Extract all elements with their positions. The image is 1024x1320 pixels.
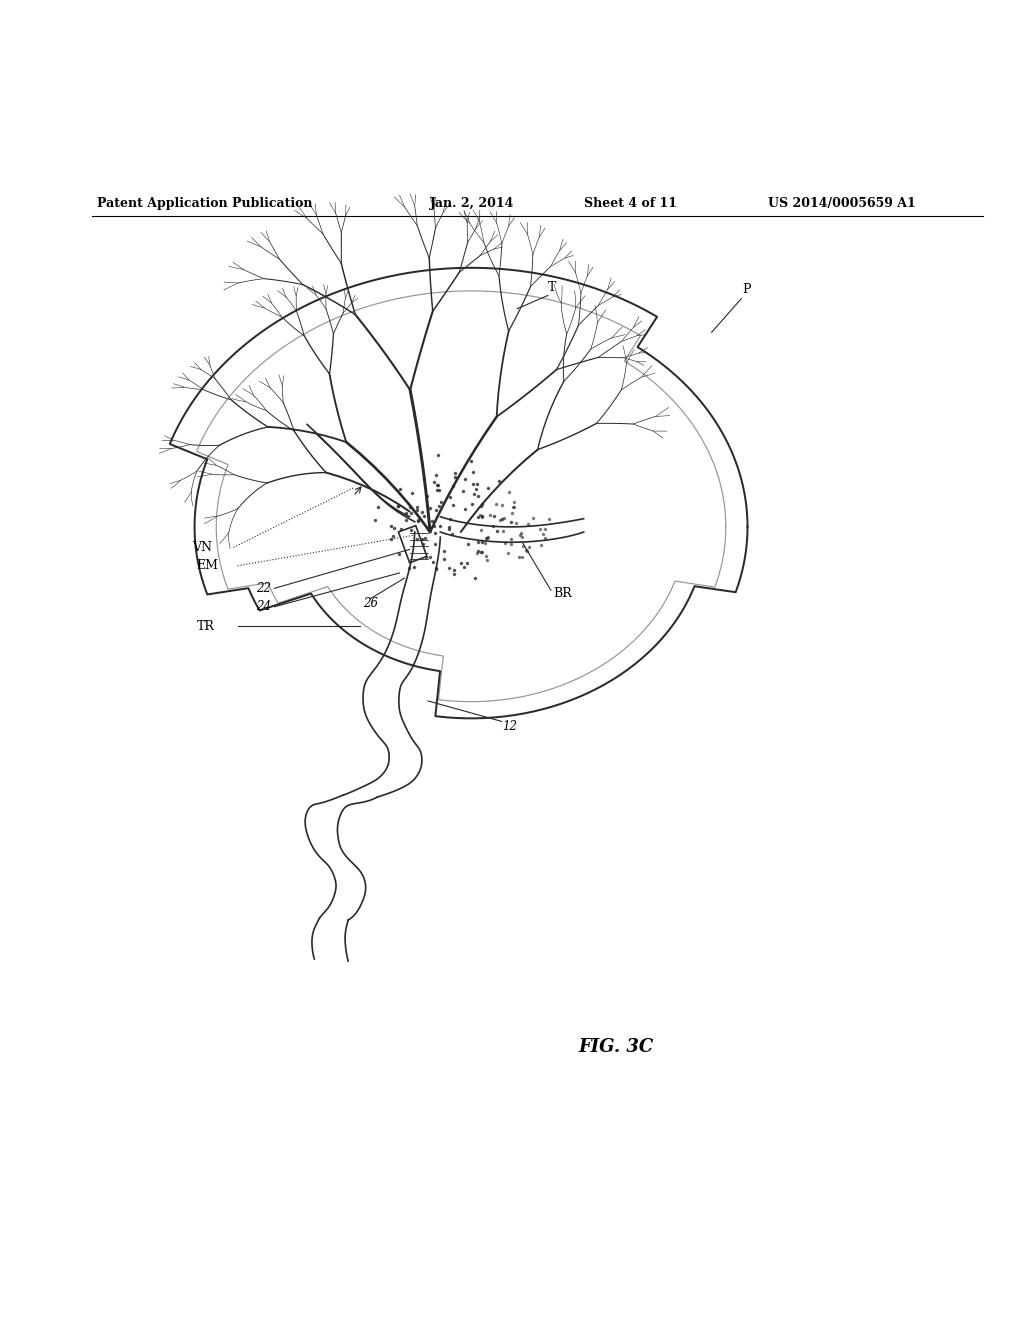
Text: TR: TR xyxy=(197,619,214,632)
Text: 22: 22 xyxy=(256,582,271,595)
Text: US 2014/0005659 A1: US 2014/0005659 A1 xyxy=(768,197,915,210)
Text: T: T xyxy=(548,281,556,294)
Text: 26: 26 xyxy=(364,597,379,610)
Text: FIG. 3C: FIG. 3C xyxy=(579,1038,653,1056)
Text: BR: BR xyxy=(553,587,571,599)
Text: Sheet 4 of 11: Sheet 4 of 11 xyxy=(584,197,677,210)
Text: Patent Application Publication: Patent Application Publication xyxy=(97,197,312,210)
Bar xyxy=(398,525,427,562)
Text: 24: 24 xyxy=(256,601,271,614)
Text: VN: VN xyxy=(193,541,213,554)
Text: EM: EM xyxy=(197,560,218,573)
Text: Jan. 2, 2014: Jan. 2, 2014 xyxy=(430,197,514,210)
Text: 12: 12 xyxy=(502,721,517,733)
Text: P: P xyxy=(742,284,751,297)
